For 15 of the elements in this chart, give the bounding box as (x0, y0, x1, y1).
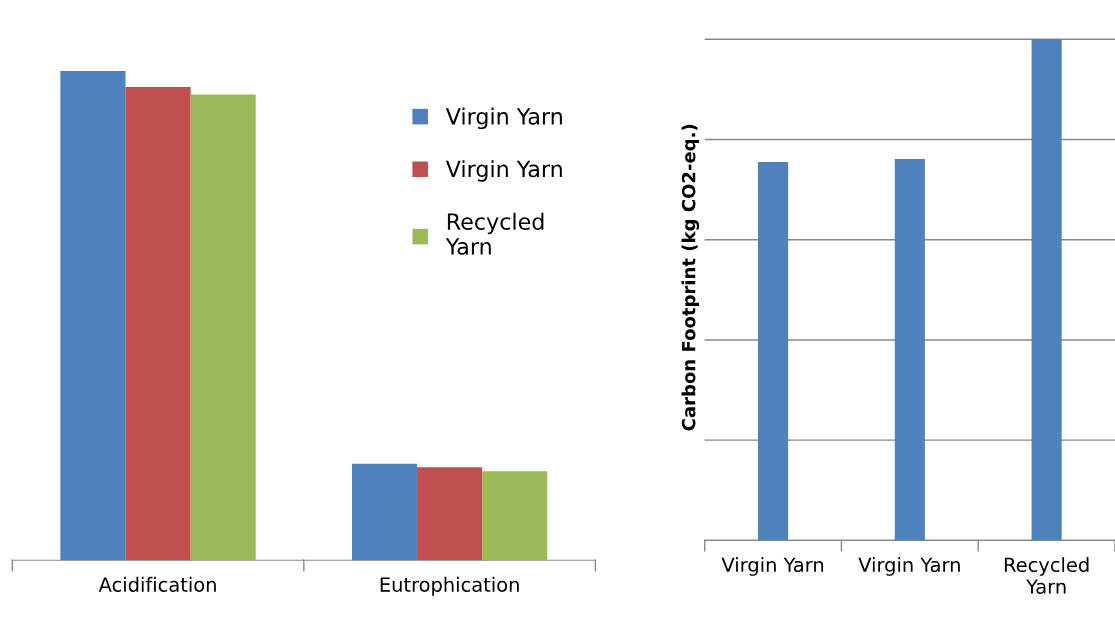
legend-label: Recycled Yarn (445, 212, 544, 255)
x-tick-label: Virgin Yarn (721, 557, 824, 576)
x-tick-label: Recycled Yarn (1004, 557, 1089, 594)
bar (482, 471, 548, 561)
x-tick-label: Eutrophication (380, 576, 519, 596)
y-axis-title: Carbon Footprint (kg CO2-eq.) (681, 124, 700, 431)
bar (190, 94, 256, 561)
x-tick-label: Virgin Yarn (858, 557, 960, 576)
bar (125, 87, 191, 561)
x-tick-label: Acidification (98, 576, 216, 592)
bar (60, 70, 126, 561)
bar (351, 463, 418, 561)
bar (417, 467, 483, 561)
legend-label: Virgin Yarn (445, 107, 562, 130)
legend-label: Virgin Yarn (445, 160, 562, 182)
